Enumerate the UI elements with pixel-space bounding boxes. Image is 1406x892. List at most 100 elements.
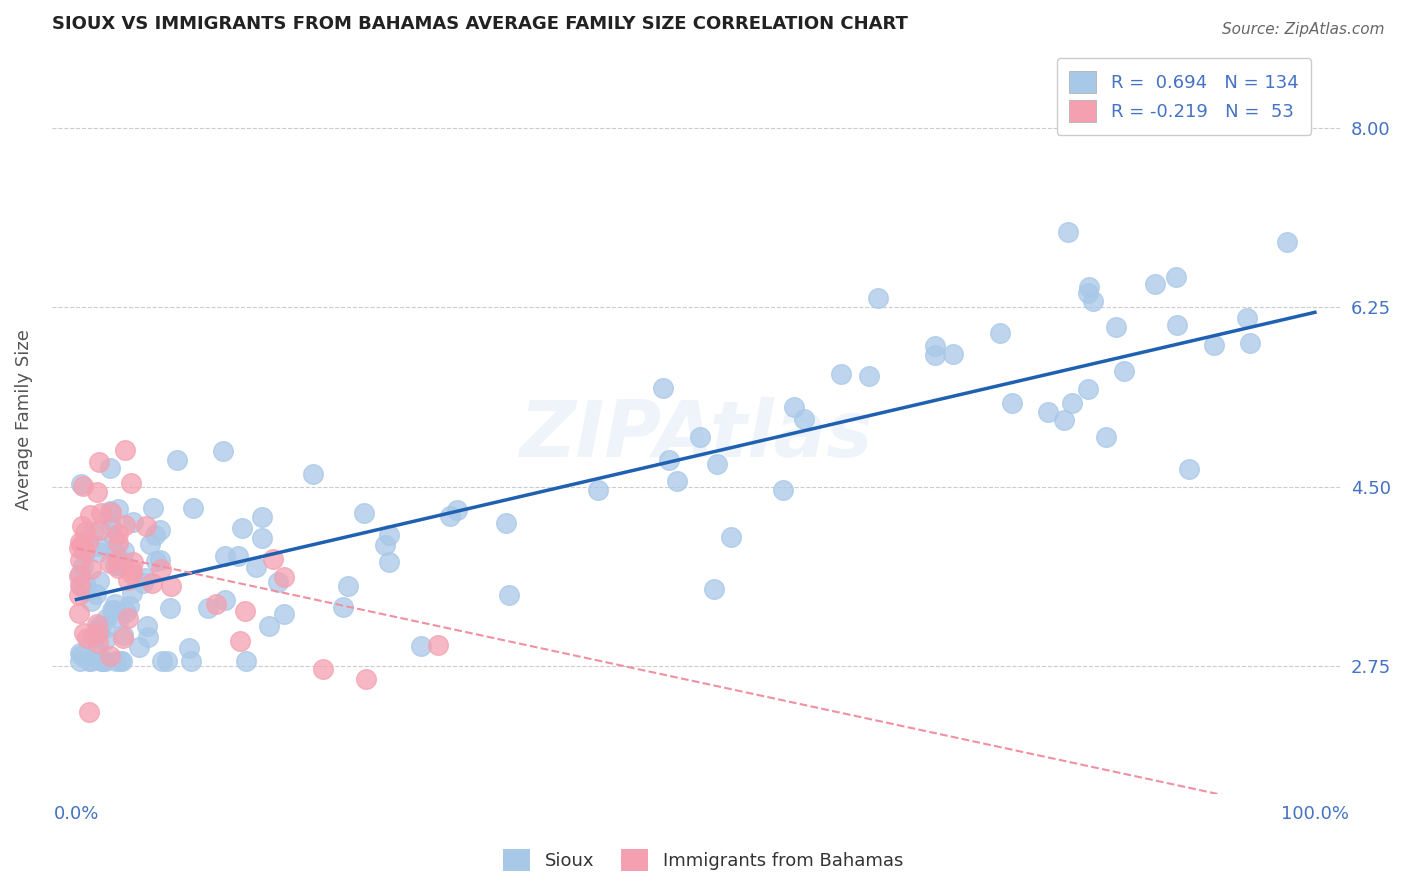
Point — [69, 567, 91, 582]
Point — [72, 559, 94, 574]
Point — [658, 452, 681, 467]
Point — [142, 500, 165, 515]
Point — [69, 654, 91, 668]
Point — [214, 549, 236, 564]
Point — [75, 546, 97, 560]
Point — [378, 528, 401, 542]
Point — [70, 476, 93, 491]
Point — [180, 654, 202, 668]
Point — [273, 607, 295, 621]
Point — [96, 612, 118, 626]
Point — [197, 601, 219, 615]
Point — [100, 505, 122, 519]
Point — [257, 619, 280, 633]
Point — [1056, 225, 1078, 239]
Point — [266, 575, 288, 590]
Point — [84, 586, 107, 600]
Point — [353, 506, 375, 520]
Point — [117, 610, 139, 624]
Point — [101, 603, 124, 617]
Point — [87, 626, 110, 640]
Point — [152, 654, 174, 668]
Point — [111, 628, 134, 642]
Point — [69, 535, 91, 549]
Point — [588, 483, 610, 497]
Point — [1178, 462, 1201, 476]
Point — [111, 631, 134, 645]
Point — [89, 574, 111, 589]
Point — [108, 611, 131, 625]
Point — [135, 519, 157, 533]
Point — [495, 516, 517, 530]
Point — [112, 543, 135, 558]
Point — [1275, 235, 1298, 250]
Text: SIOUX VS IMMIGRANTS FROM BAHAMAS AVERAGE FAMILY SIZE CORRELATION CHART: SIOUX VS IMMIGRANTS FROM BAHAMAS AVERAGE… — [52, 15, 908, 33]
Point — [98, 649, 121, 664]
Point — [121, 563, 143, 577]
Point — [354, 672, 377, 686]
Point — [73, 625, 96, 640]
Point — [98, 460, 121, 475]
Point — [89, 523, 111, 537]
Point — [121, 585, 143, 599]
Point — [1036, 405, 1059, 419]
Point — [103, 532, 125, 546]
Point — [1239, 335, 1261, 350]
Point — [122, 555, 145, 569]
Point — [122, 515, 145, 529]
Point — [114, 443, 136, 458]
Point — [141, 575, 163, 590]
Point — [183, 501, 205, 516]
Point — [439, 509, 461, 524]
Point — [149, 523, 172, 537]
Point — [120, 475, 142, 490]
Point — [149, 553, 172, 567]
Point — [86, 545, 108, 559]
Point — [80, 562, 103, 576]
Legend: Sioux, Immigrants from Bahamas: Sioux, Immigrants from Bahamas — [496, 842, 910, 879]
Point — [139, 536, 162, 550]
Point — [1104, 319, 1126, 334]
Point — [427, 638, 450, 652]
Point — [988, 326, 1011, 340]
Point — [67, 606, 90, 620]
Point — [107, 553, 129, 567]
Point — [159, 601, 181, 615]
Point — [1144, 277, 1167, 292]
Point — [87, 636, 110, 650]
Point — [73, 543, 96, 558]
Point — [374, 538, 396, 552]
Point — [72, 478, 94, 492]
Point — [69, 553, 91, 567]
Point — [103, 597, 125, 611]
Point — [212, 444, 235, 458]
Point — [160, 579, 183, 593]
Point — [75, 576, 97, 591]
Point — [231, 521, 253, 535]
Point — [1112, 364, 1135, 378]
Point — [337, 579, 360, 593]
Point — [79, 508, 101, 523]
Point — [720, 530, 742, 544]
Point — [77, 535, 100, 549]
Point — [114, 518, 136, 533]
Point — [70, 537, 93, 551]
Point — [1053, 413, 1076, 427]
Point — [75, 582, 97, 597]
Point — [783, 400, 806, 414]
Point — [86, 642, 108, 657]
Point — [924, 339, 946, 353]
Point — [136, 630, 159, 644]
Point — [80, 654, 103, 668]
Point — [73, 524, 96, 539]
Point — [332, 599, 354, 614]
Point — [235, 654, 257, 668]
Point — [245, 559, 267, 574]
Point — [1077, 279, 1099, 293]
Point — [135, 619, 157, 633]
Point — [772, 483, 794, 497]
Point — [793, 412, 815, 426]
Point — [830, 368, 852, 382]
Point — [87, 539, 110, 553]
Point — [70, 539, 93, 553]
